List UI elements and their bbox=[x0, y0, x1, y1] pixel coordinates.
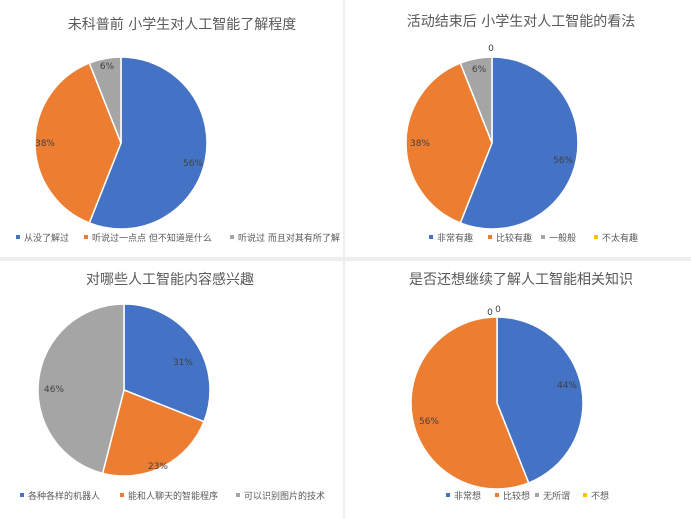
legend-label-1: 从没了解过 bbox=[24, 232, 69, 244]
legend-swatch-4 bbox=[594, 235, 598, 239]
legend-swatch-3 bbox=[236, 493, 240, 497]
chart-title: 对哪些人工智能内容感兴趣 bbox=[86, 271, 254, 288]
pie-chart-4: 是否还想继续了解人工智能相关知识 44% 56% 0 0 非常想 比较想 无所谓 不想 bbox=[409, 271, 633, 502]
data-label-4: 0 bbox=[488, 44, 494, 54]
pie-slice-3 bbox=[459, 56, 493, 144]
chart-panel-3: 对哪些人工智能内容感兴趣 31% 23% 46% 各种各样的机器人 能和人聊天的智能程序 可… bbox=[0, 261, 343, 519]
chart-panel-2: 活动结束后 小学生对人工智能的看法 56% 38% 6% 0 非常有趣 比较有趣 一般般 不太有… bbox=[345, 0, 691, 257]
data-label-1: 56% bbox=[183, 159, 203, 169]
legend-swatch-3 bbox=[535, 493, 539, 497]
legend-label-4: 不太有趣 bbox=[602, 232, 638, 244]
legend-label-1: 非常有趣 bbox=[437, 232, 473, 244]
chart-title: 是否还想继续了解人工智能相关知识 bbox=[409, 271, 633, 288]
pie-slice-1 bbox=[123, 303, 211, 423]
legend-swatch-3 bbox=[230, 235, 234, 239]
legend-label-3: 一般般 bbox=[549, 232, 576, 244]
legend-label-1: 非常想 bbox=[454, 490, 481, 502]
legend-label-3: 听说过 而且对其有所了解 bbox=[238, 232, 340, 244]
legend-swatch-1 bbox=[20, 493, 24, 497]
legend-label-1: 各种各样的机器人 bbox=[28, 490, 100, 502]
data-label-3: 0 bbox=[487, 308, 493, 318]
legend-label-2: 听说过一点点 但不知道是什么 bbox=[92, 232, 212, 244]
pie-slice-3 bbox=[37, 303, 125, 475]
legend-swatch-4 bbox=[583, 493, 587, 497]
legend-label-2: 比较有趣 bbox=[496, 232, 532, 244]
pie-chart-2: 活动结束后 小学生对人工智能的看法 56% 38% 6% 0 非常有趣 比较有趣 一般般 不太有… bbox=[405, 14, 638, 244]
chart-title: 活动结束后 小学生对人工智能的看法 bbox=[407, 14, 635, 30]
data-label-3: 6% bbox=[100, 62, 115, 72]
legend-label-2: 比较想 bbox=[503, 490, 530, 502]
data-label-2: 38% bbox=[35, 139, 55, 149]
pie-chart-1: 未科普前 小学生对人工智能了解程度 56% 38% 6% 从没了解过 听说过一点点 但不知… bbox=[16, 16, 340, 244]
chart-panel-4: 是否还想继续了解人工智能相关知识 44% 56% 0 0 非常想 比较想 无所谓 不想 bbox=[345, 261, 691, 519]
data-label-2: 38% bbox=[410, 139, 430, 149]
legend-swatch-2 bbox=[120, 493, 124, 497]
legend-label-2: 能和人聊天的智能程序 bbox=[128, 490, 218, 502]
legend-swatch-2 bbox=[488, 235, 492, 239]
legend-swatch-2 bbox=[84, 235, 88, 239]
data-label-1: 31% bbox=[173, 358, 193, 368]
legend-swatch-1 bbox=[429, 235, 433, 239]
legend-swatch-3 bbox=[541, 235, 545, 239]
data-label-3: 46% bbox=[44, 385, 64, 395]
pie-slice-2 bbox=[410, 316, 530, 490]
pie-slice-1 bbox=[88, 56, 208, 230]
data-label-1: 56% bbox=[553, 156, 573, 166]
data-label-3: 6% bbox=[472, 65, 487, 75]
pie-slice-1 bbox=[496, 316, 584, 484]
chart-title: 未科普前 小学生对人工智能了解程度 bbox=[68, 16, 296, 33]
legend-swatch-1 bbox=[446, 493, 450, 497]
pie-chart-3: 对哪些人工智能内容感兴趣 31% 23% 46% 各种各样的机器人 能和人聊天的智能程序 可… bbox=[20, 271, 325, 502]
chart-panel-1: 未科普前 小学生对人工智能了解程度 56% 38% 6% 从没了解过 听说过一点点 但不知… bbox=[0, 0, 343, 257]
pie-slice-1 bbox=[459, 56, 579, 230]
legend-label-3: 无所谓 bbox=[543, 491, 570, 502]
pie-slice-2 bbox=[405, 62, 493, 224]
data-label-4: 0 bbox=[495, 305, 501, 315]
legend-swatch-2 bbox=[495, 493, 499, 497]
panel-divider-horizontal bbox=[0, 257, 691, 261]
pie-slice-2 bbox=[34, 62, 122, 224]
pie-slice-3 bbox=[88, 56, 122, 144]
pie-slice-2 bbox=[101, 388, 205, 477]
data-label-1: 44% bbox=[557, 381, 577, 391]
legend-swatch-1 bbox=[16, 235, 20, 239]
legend-label-3: 可以识别图片的技术 bbox=[244, 490, 325, 502]
data-label-2: 56% bbox=[419, 417, 439, 427]
legend-label-4: 不想 bbox=[591, 490, 609, 502]
data-label-2: 23% bbox=[148, 462, 168, 472]
